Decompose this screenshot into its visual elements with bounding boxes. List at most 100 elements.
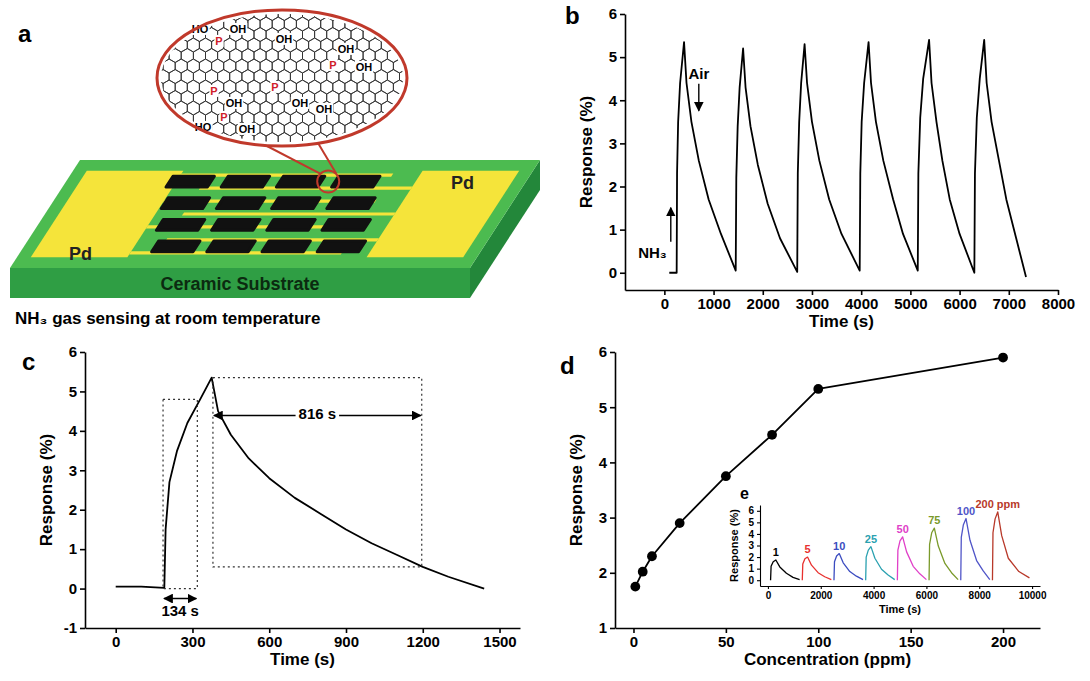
tick-mark <box>757 545 760 546</box>
axis-line <box>85 353 87 629</box>
tick: 4 <box>599 454 615 471</box>
tick-mark <box>620 57 625 59</box>
structure-label: P <box>210 85 217 97</box>
tick-label: 6 <box>599 343 607 360</box>
y-axis-title: Response (%) <box>37 434 56 546</box>
panel-d: 050100150200123456Concentration (ppm)Res… <box>560 343 1041 669</box>
tick: 1500 <box>483 628 516 650</box>
graphene-flake <box>152 241 200 252</box>
series-label: 100 <box>957 505 975 517</box>
tick: 8000 <box>1042 290 1075 312</box>
graphene-flake <box>207 241 255 252</box>
tick: 1 <box>609 221 625 238</box>
tick-mark <box>757 534 760 535</box>
y-axis-title: Response (%) <box>577 96 596 208</box>
tick-mark <box>1032 586 1033 589</box>
tick-label: 6 <box>609 5 617 22</box>
label-background <box>214 35 223 47</box>
tick-mark <box>874 586 875 589</box>
label-background <box>328 59 337 71</box>
panel-b: 0100020003000400050006000700080000123456… <box>565 2 1075 331</box>
panel-letter: b <box>565 2 580 29</box>
tick: 0 <box>609 264 625 281</box>
structure-label: P <box>220 111 227 123</box>
tick-label: 8000 <box>969 590 992 601</box>
tick-mark <box>757 522 760 523</box>
series-label: 1 <box>773 546 779 558</box>
structure-label: OH <box>276 33 293 45</box>
structure-label: OH <box>316 103 333 115</box>
series-label: 5 <box>804 543 810 555</box>
tick-mark <box>768 586 769 589</box>
series-line <box>116 378 484 589</box>
tick-mark <box>620 14 625 16</box>
structure-label: OH <box>226 97 243 109</box>
tick: 6 <box>599 343 615 360</box>
y-axis: -10123456 <box>64 343 86 636</box>
axis-line <box>616 628 1041 630</box>
label-background <box>315 103 334 115</box>
y-axis: 0123456 <box>609 5 626 290</box>
label-background <box>238 123 257 135</box>
tick-mark <box>620 272 625 274</box>
tick-mark <box>80 588 85 590</box>
tick-mark <box>979 586 980 589</box>
structure-label: OH <box>292 97 309 109</box>
series-label: 10 <box>833 540 845 552</box>
tick-label: 150 <box>899 633 924 650</box>
interval-box <box>163 399 197 588</box>
tick-mark <box>757 580 760 581</box>
series-line <box>802 557 831 580</box>
tick: 3 <box>69 462 85 479</box>
series-line <box>669 40 1026 277</box>
marker <box>721 471 731 481</box>
tick: -1 <box>64 619 85 636</box>
graphene-flake <box>272 198 320 209</box>
panel-letter: e <box>740 485 749 502</box>
tick: 200 <box>991 628 1016 650</box>
annotation: NH₃ <box>638 244 667 261</box>
tick: 0 <box>748 575 760 586</box>
tick-label: 7000 <box>993 295 1026 312</box>
series-line <box>897 537 926 580</box>
structure-label: P <box>329 59 336 71</box>
plot-marks <box>771 512 1030 580</box>
panel-letter: d <box>560 352 575 379</box>
electrode-label: Pd <box>69 244 92 264</box>
series-label: 200 ppm <box>975 498 1020 510</box>
tick: 0 <box>661 290 669 312</box>
tick-label: 1 <box>748 563 754 574</box>
tick-label: 1200 <box>407 633 440 650</box>
tick: 1 <box>748 563 760 574</box>
tick: 6000 <box>943 290 976 312</box>
tick-label: 4000 <box>863 590 886 601</box>
interval-box <box>213 378 422 567</box>
tick-label: 8000 <box>1042 295 1075 312</box>
x-axis: 030060090012001500 <box>86 628 521 650</box>
tick-label: 3 <box>609 135 617 152</box>
plot-marks <box>116 378 484 589</box>
tick: 1 <box>599 619 615 636</box>
tick: 0 <box>69 580 85 597</box>
axis-line <box>761 586 1041 587</box>
tick: 3 <box>599 509 615 526</box>
tick: 5 <box>748 517 760 528</box>
label-background <box>296 405 340 422</box>
tick-mark <box>80 352 85 354</box>
tick-label: 4 <box>69 422 78 439</box>
interval-label: 134 s <box>161 602 199 619</box>
x-axis-title: Time (s) <box>270 650 335 669</box>
series-label: 50 <box>897 523 909 535</box>
structure-label: P <box>215 35 222 47</box>
tick-label: 300 <box>180 633 205 650</box>
tick-mark <box>610 462 615 464</box>
label-background <box>291 97 310 109</box>
x-axis-title: Time (s) <box>879 603 921 615</box>
series-line <box>929 528 958 580</box>
tick: 2 <box>69 501 85 518</box>
tick: 1 <box>69 540 85 557</box>
tick-mark <box>620 229 625 231</box>
tick-mark <box>757 511 760 512</box>
tick-label: 0 <box>112 633 120 650</box>
structure-label: OH <box>230 23 247 35</box>
